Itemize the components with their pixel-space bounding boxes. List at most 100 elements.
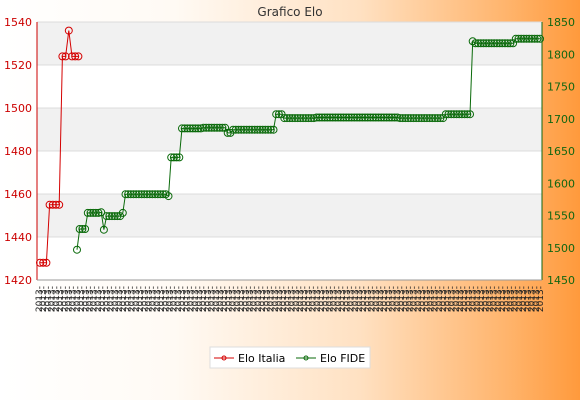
data-point-elo-fide — [239, 125, 248, 134]
data-point-elo-fide — [78, 225, 87, 233]
x-tick-label: 2013- — [123, 286, 133, 312]
x-tick-label: 2013- — [288, 286, 298, 312]
left-tick-label: 1420 — [4, 274, 32, 287]
x-tick-label: 2013- — [258, 286, 268, 312]
data-point-elo-fide — [199, 123, 208, 132]
data-point-elo-fide — [514, 34, 523, 43]
legend-box — [209, 346, 371, 369]
data-point-elo-fide — [301, 114, 310, 123]
right-tick-label: 1750 — [547, 81, 575, 94]
data-point-elo-fide — [86, 208, 95, 217]
x-tick-label: 2013- — [502, 286, 512, 312]
data-point-elo-fide — [207, 123, 216, 132]
x-tick-label: 2013- — [136, 286, 146, 312]
data-point-elo-fide — [506, 39, 515, 48]
data-point-elo-italia — [55, 200, 64, 209]
data-point-elo-fide — [460, 110, 469, 119]
x-tick-label: 2013- — [241, 286, 251, 312]
legend-dot-elo-fide — [303, 355, 309, 361]
data-point-elo-fide — [466, 110, 474, 119]
x-tick-label: 2013- — [313, 286, 323, 312]
data-point-elo-fide — [355, 113, 364, 122]
data-point-elo-fide — [490, 39, 499, 48]
data-point-elo-fide — [361, 113, 369, 122]
data-point-elo-fide — [124, 190, 133, 199]
x-tick-label: 2013- — [178, 286, 188, 312]
x-tick-label: 2013- — [490, 286, 500, 312]
data-point-elo-fide — [89, 208, 98, 217]
left-axis: 1420 1440 1460 1480 1500 1520 1540 — [4, 16, 38, 287]
data-point-elo-fide — [183, 124, 192, 133]
x-tick-label: 2013- — [439, 286, 449, 312]
data-point-elo-fide — [527, 34, 536, 43]
data-point-elo-fide — [134, 190, 143, 199]
data-point-elo-fide — [503, 39, 512, 48]
data-point-elo-fide — [374, 113, 383, 122]
data-point-elo-fide — [382, 113, 391, 122]
data-point-elo-fide — [102, 212, 111, 221]
data-point-elo-fide — [347, 113, 356, 122]
data-point-elo-fide — [237, 125, 246, 134]
data-point-elo-fide — [328, 113, 337, 122]
x-tick-label: 2013- — [153, 286, 163, 312]
data-point-elo-fide — [323, 113, 332, 122]
x-tick-label: 2013- — [380, 286, 390, 312]
data-point-elo-fide — [342, 113, 351, 122]
data-point-elo-fide — [266, 125, 275, 134]
data-point-elo-fide — [132, 190, 141, 199]
data-point-elo-fide — [75, 225, 84, 233]
data-point-elo-fide — [250, 125, 259, 134]
data-point-elo-fide — [457, 110, 466, 119]
data-point-elo-fide — [353, 113, 361, 122]
data-point-elo-fide — [449, 110, 458, 119]
data-point-elo-fide — [274, 110, 283, 119]
x-tick-label: 2013- — [401, 286, 411, 312]
x-tick-label: 2013- — [485, 286, 495, 312]
right-tick-label: 1850 — [547, 16, 575, 29]
data-point-elo-italia — [36, 258, 44, 267]
data-point-elo-fide — [213, 123, 221, 132]
x-tick-label: 2013- — [283, 286, 293, 312]
x-tick-label: 2013- — [250, 286, 260, 312]
legend-dot-elo-italia — [221, 355, 227, 361]
x-tick-label: 2013- — [254, 286, 264, 312]
x-tick-label: 2013- — [528, 286, 538, 312]
data-point-elo-italia — [42, 258, 51, 267]
x-tick-label: 2013- — [389, 286, 399, 312]
right-axis: 1450 1500 1550 1600 1650 1700 1750 1800 1850 — [541, 16, 575, 287]
data-point-elo-fide — [511, 34, 520, 43]
data-point-elo-fide — [530, 34, 539, 43]
x-tick-label: 2013- — [296, 286, 306, 312]
data-point-elo-fide — [218, 123, 227, 132]
left-tick-label: 1460 — [4, 188, 32, 201]
x-tick-label: 2013- — [321, 286, 331, 312]
data-point-elo-fide — [83, 208, 92, 217]
data-point-elo-fide — [99, 225, 108, 234]
data-point-elo-italia — [58, 52, 67, 61]
data-point-elo-fide — [409, 114, 418, 123]
right-tick-label: 1800 — [547, 48, 575, 61]
data-point-elo-fide — [463, 110, 472, 119]
x-tick-label: 2013- — [519, 286, 529, 312]
data-point-elo-italia — [68, 52, 76, 61]
right-tick-label: 1500 — [547, 242, 575, 255]
x-tick-label: 2013- — [347, 286, 357, 312]
series-elo-italia — [36, 26, 83, 267]
series-elo-fide — [73, 34, 544, 254]
data-point-elo-fide — [81, 225, 90, 233]
x-tick-label: 2013- — [325, 286, 335, 312]
x-tick-label: 2013- — [157, 286, 167, 312]
data-point-elo-fide — [358, 113, 367, 122]
x-tick-label: 2013- — [267, 286, 277, 312]
x-tick-label: 2013- — [77, 286, 87, 312]
x-tick-label: 2013- — [111, 286, 121, 312]
x-tick-label: 2013- — [448, 286, 458, 312]
data-point-elo-fide — [110, 212, 119, 221]
x-tick-label: 2013- — [469, 286, 479, 312]
data-point-elo-fide — [229, 125, 238, 134]
data-point-elo-fide — [312, 113, 321, 122]
data-point-elo-fide — [261, 125, 270, 134]
x-tick-label: 2013- — [309, 286, 319, 312]
data-point-elo-fide — [509, 39, 518, 48]
x-tick-label: 2013- — [393, 286, 403, 312]
